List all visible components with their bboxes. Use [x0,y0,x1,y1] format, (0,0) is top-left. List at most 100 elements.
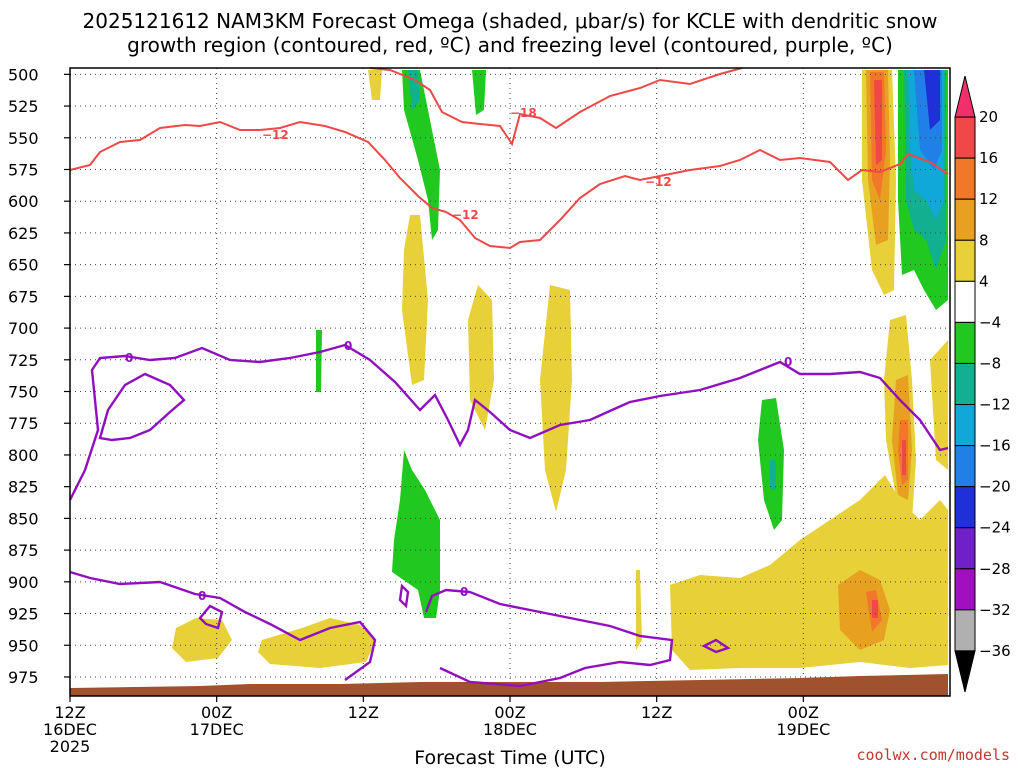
y-tick-label: 800 [8,446,39,465]
y-tick-label: 825 [8,478,39,497]
omega-shade-yellow-lowright [636,570,642,650]
y-tick-label: 625 [8,224,39,243]
y-tick-label: 575 [8,160,39,179]
plot-area: −12 −18 −12 −12 0 0 0 0 0 [68,67,951,697]
omega-shade-red-lowright [872,600,878,618]
x-tick-sublabel: 17DEC [190,720,244,739]
colorbar-swatch [954,609,976,652]
colorbar-label: −12 [979,396,1011,414]
freezing-contour-center [398,583,410,609]
freezing-contour-small [701,638,731,654]
contour-label: 0 [125,351,133,365]
colorbar-swatch [954,527,976,570]
omega-shade-yellow-edge [930,340,948,470]
colorbar-label: −36 [979,642,1011,660]
freezing-contours [68,343,949,688]
colorbar-swatch [954,75,976,118]
colorbar-swatch [954,445,976,488]
colorbar-swatch [954,116,976,159]
x-tick-label: 12Z [641,703,672,722]
omega-shading [172,70,948,670]
colorbar-swatch [954,650,976,693]
freezing-contour-upper [68,343,949,501]
omega-shade-yellow-mid2 [468,285,494,430]
omega-shade-yellow-blob2 [258,618,376,668]
colorbar-label: −32 [979,601,1011,619]
chart-title-line1: 2025121612 NAM3KM Forecast Omega (shaded… [83,9,938,33]
grid-lines [69,68,950,696]
y-tick-label: 525 [8,97,39,116]
omega-shade-green-low [392,450,440,618]
x-tick-label: 00Z [494,703,525,722]
freezing-contour-lower [69,570,377,681]
chart-title-line2: growth region (contoured, red, ºC) and f… [127,33,893,57]
x-tick-label: 12Z [54,703,85,722]
contour-label: −12 [452,208,479,222]
omega-shade-yellow-top [368,70,382,100]
y-tick-label: 975 [8,668,39,687]
omega-shade-yellow-mid1 [402,215,428,385]
omega-shade-darkblue-topright [924,70,940,130]
omega-shade-red-topright [874,80,882,165]
x-tick-sublabel: 19DEC [776,720,830,739]
omega-shade-teal-right [770,460,776,490]
y-tick-label: 500 [8,65,39,84]
contour-label: −18 [510,106,537,120]
colorbar-label: −4 [979,313,1001,331]
x-axis-label: Forecast Time (UTC) [414,747,605,768]
colorbar-swatch [954,198,976,241]
freezing-contour-loop2 [198,604,224,630]
dgz-contour-lower [445,148,949,250]
dgz-contours [69,67,949,250]
y-tick-label: 550 [8,129,39,148]
colorbar: 20 16 12 8 4 −4 −8 −12 −16 −20 −24 −28 −32 −36 [954,75,1011,693]
contour-label: 0 [344,339,352,353]
omega-shade-yellow-mid3 [540,285,572,512]
y-tick-label: 950 [8,636,39,655]
credit: coolwx.com/models [856,746,1010,764]
x-tick-label: 12Z [348,703,379,722]
colorbar-swatch [954,362,976,406]
y-tick-label: 925 [8,605,39,624]
y-tick-label: 600 [8,192,39,211]
omega-shade-gold-lowright [838,570,890,650]
colorbar-label: 4 [979,272,989,290]
y-tick-label: 750 [8,383,39,402]
contour-label: 0 [198,589,206,603]
contour-label: −12 [645,175,672,189]
colorbar-swatch [954,486,976,529]
contour-label: −12 [262,128,289,142]
colorbar-swatch [954,568,976,611]
x-tick-label: 00Z [201,703,232,722]
omega-shade-red-col [902,440,906,475]
freezing-contour-loop [98,372,186,442]
y-tick-label: 650 [8,256,39,275]
colorbar-swatch [954,404,976,447]
contour-label: 0 [460,585,468,599]
dgz-contour-18 [369,67,743,147]
colorbar-label: −8 [979,354,1001,372]
dgz-contour-upper [69,120,447,213]
omega-shade-teal-top [408,70,420,110]
y-tick-label: 850 [8,509,39,528]
x-tick-sublabel: 16DEC [43,720,97,739]
colorbar-label: −28 [979,560,1011,578]
colorbar-label: −20 [979,478,1011,496]
y-tick-label: 775 [8,414,39,433]
colorbar-swatch [954,280,976,323]
x-tick-label: 00Z [788,703,819,722]
y-tick-label: 900 [8,573,39,592]
y-tick-label: 700 [8,319,39,338]
freezing-contour-right [424,588,674,688]
y-tick-label: 875 [8,541,39,560]
omega-shade-green-top2 [472,70,486,115]
x-tick-year: 2025 [50,737,91,756]
y-tick-label: 725 [8,351,39,370]
colorbar-label: 16 [979,149,998,167]
y-tick-label: 675 [8,287,39,306]
contour-label: 0 [784,355,792,369]
omega-shade-green-sliver [316,330,322,392]
contour-labels: −12 −18 −12 −12 0 0 0 0 0 [125,106,792,603]
